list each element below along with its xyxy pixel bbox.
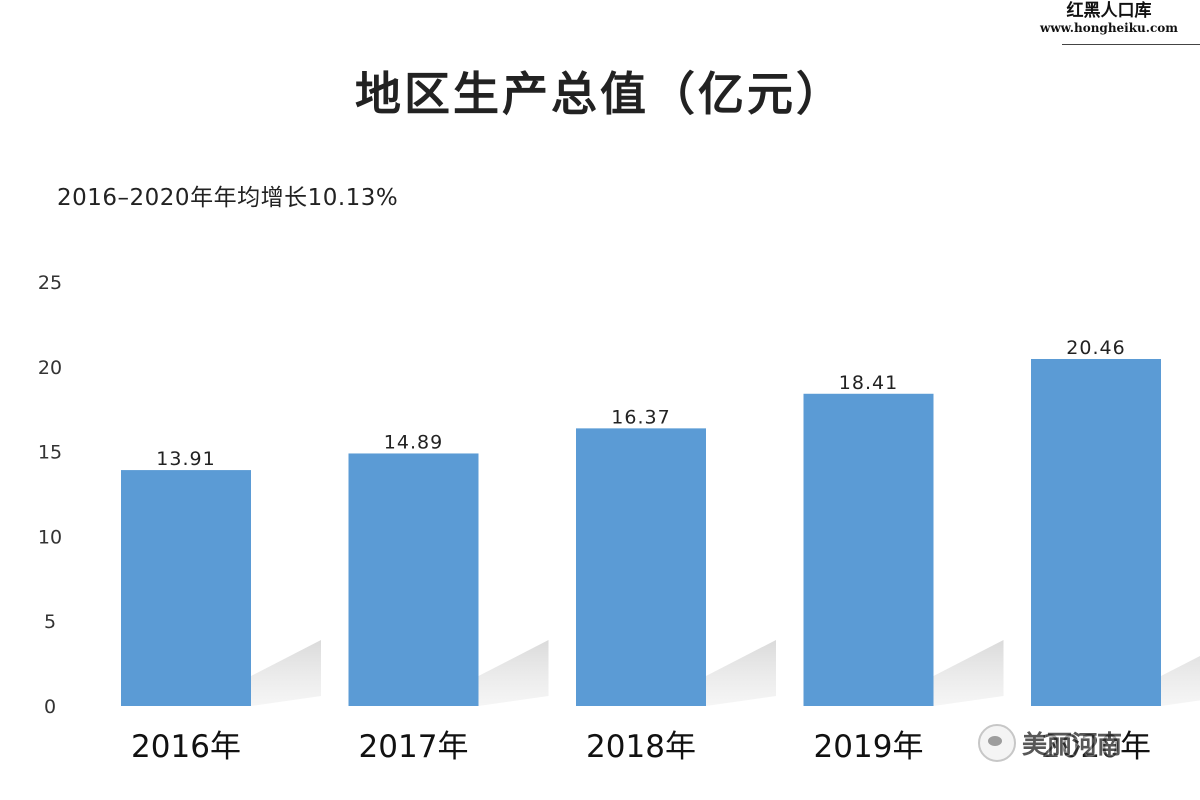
data-label: 13.91 <box>156 448 215 470</box>
bar-shadow <box>933 640 1004 706</box>
bar-shadow <box>478 640 549 706</box>
x-axis-ticks: 2016年 2017年 2018年 2019年 2020年 <box>131 729 1151 765</box>
bar-shadows <box>251 640 1200 706</box>
y-tick-label: 20 <box>38 357 62 379</box>
x-tick-label: 2016年 <box>131 729 241 765</box>
logo-badge: 美丽河南 <box>978 718 1122 768</box>
bar-shadow <box>1161 655 1200 706</box>
data-label: 14.89 <box>384 431 443 453</box>
watermark-title: 红黑人口库 <box>1066 1 1152 21</box>
watermark: 红黑人口库 www.hongheiku.com <box>1034 1 1184 35</box>
y-axis-ticks: 0 5 10 15 20 25 <box>38 272 62 718</box>
bar-2018年 <box>576 428 706 706</box>
y-tick-label: 25 <box>38 272 62 294</box>
y-tick-label: 10 <box>38 526 62 548</box>
bar-shadow <box>706 640 776 706</box>
x-tick-label: 2018年 <box>586 729 696 765</box>
bar-2019年 <box>803 393 934 706</box>
y-tick-label: 15 <box>38 442 62 464</box>
watermark-url: www.hongheiku.com <box>1040 20 1178 35</box>
logo-badge-text: 美丽河南 <box>1022 730 1123 759</box>
bar-shadow <box>251 640 321 706</box>
chart-title: 地区生产总值（亿元） <box>355 67 845 121</box>
wechat-logo-icon <box>978 724 1016 762</box>
bar-2016年 <box>121 470 251 706</box>
watermark-underline <box>1062 44 1200 45</box>
data-label: 16.37 <box>611 406 670 428</box>
x-tick-label: 2017年 <box>359 729 469 765</box>
x-tick-label: 2020年 <box>1041 729 1151 765</box>
bars <box>121 358 1161 706</box>
chart-subtitle: 2016–2020年年均增长10.13% <box>57 185 399 211</box>
x-tick-label: 2019年 <box>814 729 924 765</box>
y-tick-label: 5 <box>44 611 56 633</box>
data-label: 20.46 <box>1066 337 1125 359</box>
bar-2017年 <box>348 453 479 706</box>
data-label: 18.41 <box>839 372 898 394</box>
bar-2020年 <box>1031 358 1161 706</box>
y-tick-label: 0 <box>44 696 56 718</box>
data-labels: 13.91 14.89 16.37 18.41 20.46 <box>156 337 1125 470</box>
